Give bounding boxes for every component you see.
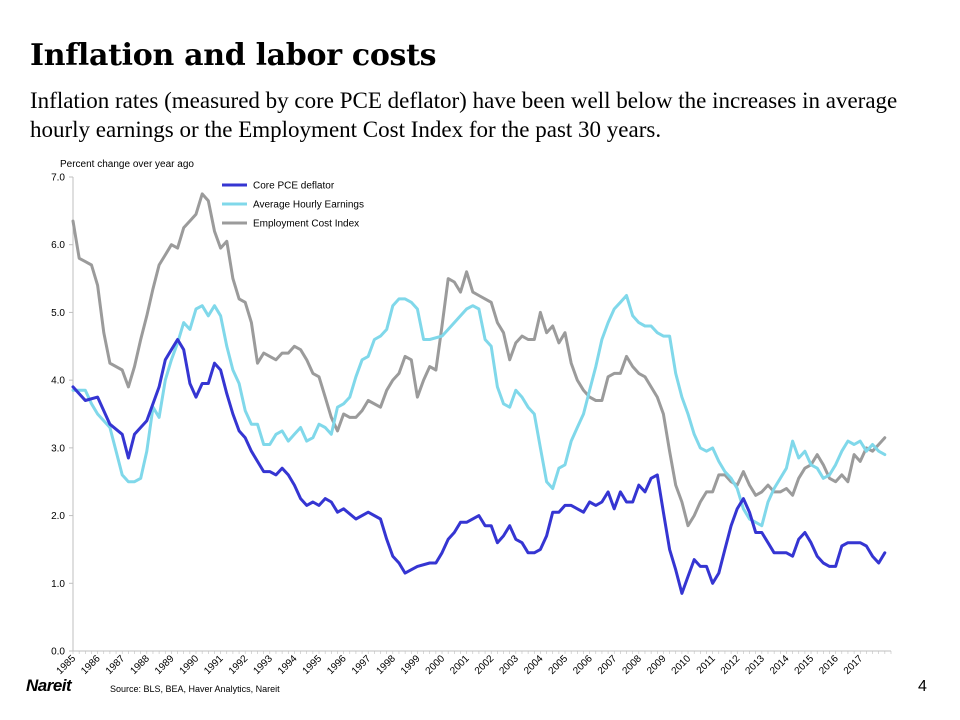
x-tick-label: 1997 — [350, 653, 374, 677]
x-tick-label: 1990 — [178, 653, 202, 677]
legend: Core PCE deflator Average Hourly Earnings… — [222, 181, 364, 230]
series-line-3 — [71, 192, 887, 528]
x-tick-label: 2014 — [768, 653, 792, 677]
x-tick-label: 2010 — [670, 653, 694, 677]
x-tick-label: 2009 — [645, 653, 669, 677]
x-tick-label: 1995 — [301, 653, 325, 677]
x-tick-label: 2001 — [448, 653, 472, 677]
slide-subtitle: Inflation rates (measured by core PCE de… — [30, 88, 898, 142]
x-tick-label: 1998 — [374, 653, 398, 677]
y-axis-label: Percent change over year ago — [60, 159, 194, 170]
line-chart: Percent change over year ago 0.0 1.0 2.0 3.… — [51, 159, 892, 677]
x-tick-label: 2006 — [571, 653, 595, 677]
x-tick-label: 1992 — [227, 653, 251, 677]
y-tick-label: 0.0 — [51, 647, 65, 658]
x-tick-label: 2016 — [817, 653, 841, 677]
source-note: Source: BLS, BEA, Haver Analytics, Narei… — [110, 684, 280, 694]
x-tick-label: 2000 — [424, 653, 448, 677]
x-tick-label: 2005 — [547, 653, 571, 677]
y-tick-label: 5.0 — [51, 308, 65, 319]
slide-title: Inflation and labor costs — [30, 38, 437, 73]
legend-label: Average Hourly Earnings — [253, 200, 364, 211]
x-tick-label: 2007 — [596, 653, 620, 677]
legend-label: Core PCE deflator — [253, 181, 335, 192]
page-number: 4 — [918, 678, 927, 695]
x-tick-label: 2008 — [620, 653, 644, 677]
nareit-logo: Nareit — [26, 676, 72, 695]
x-tick-label: 2012 — [719, 653, 743, 677]
x-tick-label: 2004 — [522, 653, 546, 677]
y-tick-label: 4.0 — [51, 376, 65, 387]
y-tick-label: 2.0 — [51, 511, 65, 522]
x-tick-label: 1996 — [325, 653, 349, 677]
x-tick-label: 1999 — [399, 653, 423, 677]
series-line-1 — [71, 338, 887, 595]
x-tick-label: 1988 — [128, 653, 152, 677]
y-tick-label: 1.0 — [51, 579, 65, 590]
y-tick-label: 3.0 — [51, 443, 65, 454]
x-tick-label: 2011 — [695, 653, 718, 676]
x-tick-label: 1991 — [202, 653, 226, 677]
y-tick-label: 6.0 — [51, 240, 65, 251]
x-tick-label: 1989 — [153, 653, 177, 677]
x-tick-label: 2017 — [842, 653, 866, 677]
x-tick-label: 1987 — [104, 653, 128, 677]
legend-label: Employment Cost Index — [253, 219, 359, 230]
x-tick-label: 2003 — [497, 653, 521, 677]
x-tick-label: 1986 — [79, 653, 103, 677]
y-tick-label: 7.0 — [51, 173, 65, 184]
x-tick-label: 1994 — [276, 653, 300, 677]
x-tick-label: 1993 — [251, 653, 275, 677]
x-tick-label: 2002 — [473, 653, 497, 677]
x-tick-label: 2013 — [743, 653, 767, 677]
series-lines — [71, 192, 887, 595]
x-tick-label: 2015 — [793, 653, 817, 677]
